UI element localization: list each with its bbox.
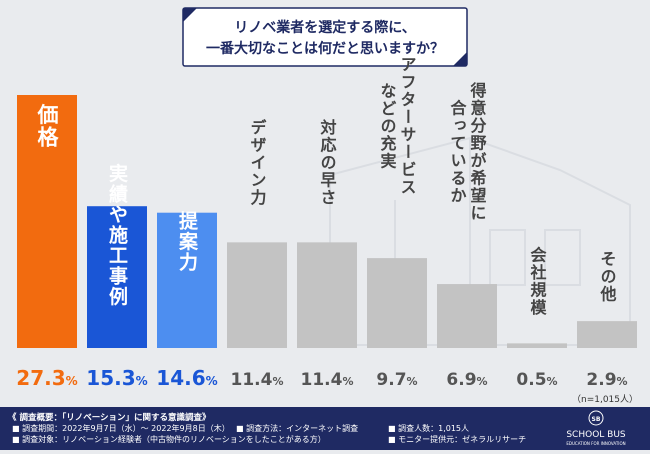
value-number-2: 15.3 (86, 366, 135, 390)
value-unit-7: % (477, 375, 488, 388)
survey-method: ■ 調査方法：インターネット調査 (236, 423, 358, 433)
value-number-9: 2.9 (586, 370, 616, 390)
category-label-1: 価格 (35, 103, 60, 149)
logo-subtext: EDUCATION FOR INNOVATION (566, 441, 625, 446)
value-unit-8: % (547, 375, 558, 388)
category-label-8: 会社規模 (528, 245, 548, 316)
survey-target: ■ 調査対象：リノベーション経験者（中古物件のリノベーションをしたことがある方） (12, 434, 326, 444)
value-label-9: 2.9% (586, 370, 627, 390)
value-label-6: 9.7% (376, 370, 417, 390)
value-number-5: 11.4 (301, 370, 343, 390)
category-label-2: 実績や施工事例 (106, 162, 128, 307)
question-line-2: 一番大切なことは何だと思いますか？ (206, 40, 444, 57)
survey-heading: 《 調査概要：「リノベーション」に関する意識調査》 (8, 412, 211, 423)
category-label-6-line-2: などの充実 (378, 82, 397, 170)
bar-1 (17, 95, 77, 348)
survey-period: ■ 調査期間：2022年9月7日（水）〜 2022年9月8日（木） (12, 423, 230, 433)
sample-size-note: （n=1,015人） (572, 394, 638, 405)
footer: 《 調査概要：「リノベーション」に関する意識調査》 ■ 調査期間：2022年9月… (0, 407, 650, 450)
value-unit-5: % (342, 375, 353, 388)
value-number-8: 0.5 (516, 370, 546, 390)
value-number-3: 14.6 (156, 366, 205, 390)
survey-count: ■ 調査人数：1,015人 (388, 423, 469, 433)
bar-6 (367, 258, 427, 348)
category-label-9: その他 (598, 250, 618, 303)
value-label-1: 27.3% (16, 366, 77, 390)
bar-7 (437, 284, 497, 348)
survey-provider: ■ モニター提供元：ゼネラルリサーチ (388, 434, 526, 444)
value-label-5: 11.4% (301, 370, 354, 390)
value-unit-1: % (66, 374, 78, 388)
bar-4 (227, 242, 287, 348)
bar-2 (87, 206, 147, 348)
bars-group (17, 95, 637, 348)
value-number-4: 11.4 (231, 370, 273, 390)
value-label-8: 0.5% (516, 370, 557, 390)
bar-5 (297, 242, 357, 348)
bar-3 (157, 212, 217, 348)
value-label-4: 11.4% (231, 370, 284, 390)
category-label-4: デザイン力 (248, 118, 267, 206)
category-label-6-line-1: アフターサービス (398, 56, 417, 196)
category-label-7-line-2: 合っているか (448, 99, 467, 205)
category-label-3: 提案力 (176, 210, 199, 273)
category-label-5: 対応の早さ (318, 118, 338, 206)
bar-9 (577, 321, 637, 348)
logo-mark: SB (592, 416, 601, 423)
value-number-7: 6.9 (446, 370, 476, 390)
value-number-1: 27.3 (16, 366, 65, 390)
logo-text: SCHOOL BUS (566, 430, 626, 440)
value-unit-9: % (617, 375, 628, 388)
question-line-1: リノベ業者を選定する際に、 (234, 19, 416, 36)
value-label-2: 15.3% (86, 366, 147, 390)
value-unit-2: % (136, 374, 148, 388)
value-unit-3: % (206, 374, 218, 388)
value-unit-6: % (407, 375, 418, 388)
bar-8 (507, 343, 567, 348)
value-label-3: 14.6% (156, 366, 217, 390)
value-label-7: 6.9% (446, 370, 487, 390)
value-unit-4: % (272, 375, 283, 388)
question-box: リノベ業者を選定する際に、 一番大切なことは何だと思いますか？ (182, 7, 468, 67)
school-bus-logo: SB SCHOOL BUS EDUCATION FOR INNOVATION (566, 410, 626, 446)
value-number-6: 9.7 (376, 370, 406, 390)
value-labels-group: 27.3% 15.3% 14.6% 11.4% 11.4% 9.7% 6.9% 0.5% 2.9… (16, 366, 627, 390)
category-label-7-line-1: 得意分野が希望に (468, 81, 488, 222)
